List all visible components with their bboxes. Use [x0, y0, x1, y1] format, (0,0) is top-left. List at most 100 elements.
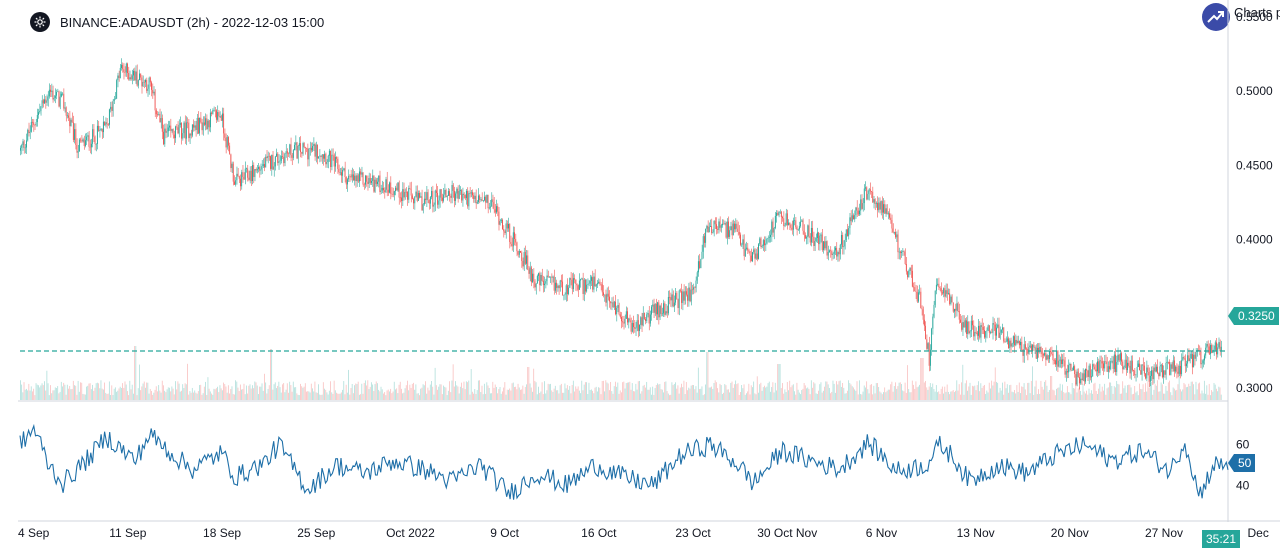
candle-body [93, 129, 95, 137]
volume-bar [677, 385, 679, 400]
candle-body [1005, 341, 1007, 343]
volume-bar [694, 389, 696, 400]
volume-bar [337, 393, 339, 400]
candle-body [350, 176, 352, 178]
volume-bar [1082, 383, 1084, 400]
volume-bar [893, 386, 895, 400]
volume-bar [1188, 383, 1190, 400]
candle-body [976, 332, 978, 336]
candle-body [896, 234, 898, 238]
candle-body [483, 196, 485, 201]
candle-body [756, 253, 758, 259]
candle-body [1211, 345, 1213, 353]
volume-bar [146, 382, 148, 400]
candle-body [173, 134, 175, 139]
volume-bar [658, 384, 660, 400]
volume-bar [197, 391, 199, 400]
volume-bar [569, 386, 571, 400]
volume-bar [426, 393, 428, 400]
candle-body [744, 248, 746, 257]
volume-bar [92, 384, 93, 400]
candle-body [450, 195, 452, 198]
volume-bar [1179, 389, 1181, 400]
candle-body [664, 303, 666, 315]
volume-bar [635, 383, 637, 400]
volume-bar [730, 382, 732, 400]
candle-body [649, 314, 651, 324]
candle-body [476, 201, 478, 204]
candle-body [514, 232, 515, 240]
candle-body [928, 343, 930, 366]
volume-bar [1202, 393, 1204, 400]
candle-body [72, 122, 74, 140]
volume-bar [530, 387, 532, 400]
volume-bar [334, 390, 336, 400]
candle-body [935, 284, 937, 291]
candle-body [1106, 361, 1108, 372]
candle-body [868, 189, 870, 194]
candle-body [373, 175, 375, 192]
candle-body [236, 173, 238, 181]
candle-body [108, 109, 110, 125]
volume-bar [1053, 390, 1055, 400]
candle-body [136, 71, 138, 86]
volume-bar [283, 383, 285, 400]
volume-bar [207, 377, 209, 400]
candle-body [427, 192, 429, 201]
candle-body [309, 147, 311, 149]
volume-bar [1047, 392, 1049, 400]
volume-bar [946, 384, 948, 400]
volume-bar [950, 391, 952, 400]
settings-gear-icon[interactable] [30, 12, 50, 32]
volume-bar [640, 393, 642, 400]
volume-bar [169, 387, 170, 400]
candle-body [624, 318, 626, 324]
candle-body [101, 128, 103, 133]
candle-body [768, 237, 770, 238]
volume-bar [36, 384, 38, 400]
candle-body [1117, 354, 1119, 363]
volume-bar [1009, 385, 1011, 400]
candle-body [565, 285, 567, 295]
volume-bar [589, 389, 591, 400]
candle-body [684, 291, 686, 301]
candle-body [880, 201, 882, 210]
volume-bar [681, 383, 682, 400]
volume-bar [784, 389, 786, 400]
candle-body [735, 223, 737, 230]
volume-bar [818, 390, 819, 400]
candle-body [90, 143, 92, 148]
volume-bar [422, 384, 424, 400]
candle-body [1094, 366, 1096, 370]
candle-body [631, 323, 633, 332]
candle-body [161, 118, 163, 132]
candle-body [1017, 340, 1019, 344]
volume-bar [748, 383, 750, 400]
rsi-axis-label: 60 [1236, 438, 1250, 452]
volume-bar [949, 394, 950, 400]
candle-body [920, 291, 922, 309]
volume-bar [154, 389, 156, 400]
volume-bar [231, 386, 233, 400]
candle-body [874, 199, 876, 204]
candle-body [184, 122, 186, 139]
volume-bar [282, 384, 283, 400]
volume-bar [468, 380, 470, 400]
candle-body [850, 217, 852, 222]
volume-bar [1175, 390, 1176, 400]
volume-bar [808, 388, 810, 400]
volume-bar [249, 384, 251, 400]
volume-bar [375, 381, 377, 400]
volume-bar [1072, 387, 1074, 400]
candle-body [618, 305, 620, 315]
time-axis-label: 18 Sep [203, 526, 241, 540]
candle-body [1042, 354, 1044, 356]
candle-body [361, 172, 363, 175]
candle-body [378, 175, 380, 182]
volume-bar [300, 383, 301, 400]
volume-bar [874, 393, 876, 400]
candle-body [1058, 360, 1060, 367]
volume-bar [819, 384, 821, 400]
price-axis-label: 0.4000 [1236, 233, 1273, 247]
